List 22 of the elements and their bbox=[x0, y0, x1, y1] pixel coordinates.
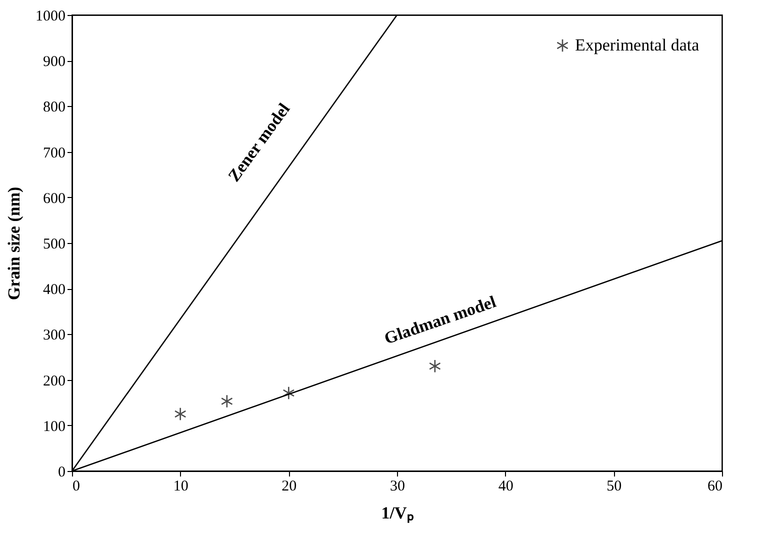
x-tick-label: 10 bbox=[173, 478, 188, 494]
y-tick-label: 300 bbox=[43, 328, 66, 344]
y-tick-label: 400 bbox=[43, 282, 66, 298]
legend-label: Experimental data bbox=[575, 36, 700, 54]
y-tick-label: 600 bbox=[43, 190, 66, 207]
y-tick-label: 1000 bbox=[36, 8, 66, 24]
y-tick-label: 500 bbox=[43, 236, 66, 252]
y-tick-label: 100 bbox=[43, 418, 66, 435]
y-tick-label: 700 bbox=[43, 145, 66, 162]
y-tick-label: 900 bbox=[43, 54, 66, 70]
x-tick-label: 0 bbox=[72, 478, 80, 494]
x-axis-title: 1/Vₚ bbox=[381, 504, 414, 524]
y-tick-label: 800 bbox=[43, 100, 66, 116]
y-tick-label: 0 bbox=[58, 464, 66, 480]
x-tick-label: 60 bbox=[708, 478, 722, 494]
annotation: Gladman model bbox=[382, 292, 499, 348]
y-axis-title: Grain size (nm) bbox=[4, 186, 24, 300]
x-tick-label: 40 bbox=[498, 478, 514, 494]
y-tick-label: 200 bbox=[43, 373, 66, 390]
x-tick-label: 50 bbox=[606, 478, 622, 494]
x-tick-label: 30 bbox=[390, 478, 405, 494]
x-tick-label: 20 bbox=[282, 478, 297, 494]
